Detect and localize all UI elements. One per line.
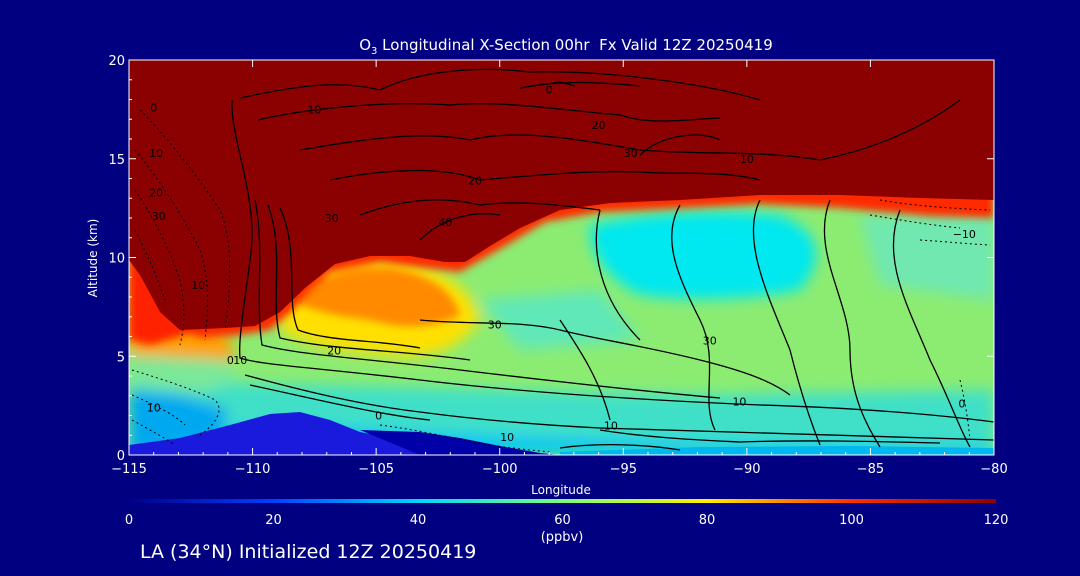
field-region-orange-core <box>290 267 460 327</box>
contour-label: 10 <box>147 402 161 415</box>
contour-line <box>231 99 994 423</box>
colorbar-tick-label: 60 <box>554 513 571 528</box>
field-region-stratosphere <box>129 60 994 330</box>
x-tick-label: −110 <box>235 462 271 477</box>
contour-label: 0 <box>958 398 965 411</box>
colorbar-units: (ppbv) <box>541 530 584 545</box>
contour-label: 30 <box>325 212 339 225</box>
contour-line <box>299 99 961 161</box>
contour-line <box>959 379 971 441</box>
x-tick-label: −115 <box>111 462 147 477</box>
contour-line <box>639 134 721 156</box>
contour-label: 20 <box>149 186 163 199</box>
contour-line <box>131 369 220 436</box>
contour-line <box>599 429 941 444</box>
contour-line <box>244 374 994 441</box>
contour-line <box>359 199 601 216</box>
initialization-caption: LA (34°N) Initialized 12Z 20250419 <box>140 541 477 563</box>
contour-line <box>419 319 791 396</box>
x-tick-label: −95 <box>610 462 637 477</box>
contour-line <box>257 103 721 122</box>
contour-label: 0 <box>150 101 157 114</box>
contour-label: 20 <box>327 344 341 357</box>
contour-line <box>249 384 431 421</box>
contour-label: 30 <box>488 319 502 332</box>
x-tick-label: −85 <box>857 462 884 477</box>
contour-line <box>595 209 641 341</box>
contour-line <box>419 213 501 241</box>
colorbar-tick-label: 120 <box>984 513 1009 528</box>
y-tick-label: 20 <box>108 54 125 69</box>
contour-line <box>559 444 681 451</box>
contour-label: 10 <box>732 396 746 409</box>
x-tick-label: −100 <box>482 462 518 477</box>
contour-label: 20 <box>468 174 482 187</box>
contour-label: 10 <box>307 103 321 116</box>
contour-line <box>869 214 961 229</box>
contour-line <box>131 394 186 426</box>
y-tick-label: 15 <box>108 153 125 168</box>
contour-label: 10 <box>149 147 163 160</box>
x-tick-label: −105 <box>358 462 394 477</box>
x-tick-label: −90 <box>733 462 760 477</box>
contour-line <box>279 207 421 349</box>
contour-label: 0 <box>227 354 234 367</box>
contour-line <box>134 229 166 301</box>
contour-line <box>254 199 721 399</box>
contour-label: 10 <box>191 279 205 292</box>
y-tick-label: 10 <box>108 252 125 267</box>
contour-line <box>134 149 208 341</box>
contour-label: 20 <box>592 119 606 132</box>
contour-label: −10 <box>953 228 976 241</box>
x-tick-label: −80 <box>980 462 1007 477</box>
x-axis-label: Longitude <box>531 483 591 497</box>
contour-line <box>559 319 611 421</box>
contour-line <box>752 199 821 446</box>
contour-line <box>892 209 971 448</box>
contour-label: 10 <box>233 354 247 367</box>
terrain-dark-band <box>360 430 560 455</box>
contour-label: 0 <box>546 84 553 97</box>
contour-line <box>139 109 231 331</box>
contour-line <box>879 199 991 211</box>
contour-line <box>131 419 176 446</box>
contour-label: 0 <box>375 410 382 423</box>
contour-label: 10 <box>740 153 754 166</box>
contour-label: 40 <box>438 216 452 229</box>
contour-line <box>671 204 716 431</box>
contour-label: 30 <box>152 210 166 223</box>
colorbar-tick-label: 0 <box>125 513 133 528</box>
contour-label: 10 <box>604 419 618 432</box>
contour-label: 30 <box>703 334 717 347</box>
y-axis-label: Altitude (km) <box>86 219 100 298</box>
contour-label: 30 <box>624 147 638 160</box>
chart-title: O3 Longitudinal X-Section 00hr Fx Valid … <box>359 36 773 57</box>
contour-line <box>329 169 761 181</box>
contour-line <box>239 68 761 101</box>
contour-line <box>823 199 881 448</box>
dotted-contours <box>131 109 991 453</box>
contour-line <box>379 424 551 453</box>
contour-line <box>134 189 185 346</box>
contour-label: 10 <box>500 431 514 444</box>
contour-line <box>267 204 471 361</box>
colorbar-tick-label: 20 <box>265 513 282 528</box>
field-region-cyan-pocket <box>590 211 816 299</box>
contour-line <box>519 81 576 89</box>
solid-contours <box>231 68 994 451</box>
y-tick-label: 0 <box>117 449 125 464</box>
colorbar-tick-label: 100 <box>839 513 864 528</box>
y-tick-label: 5 <box>117 350 125 365</box>
colorbar <box>129 499 996 503</box>
colorbar-ticks: 0 20 40 60 80 100 120 <box>125 513 1009 528</box>
colorbar-tick-label: 80 <box>699 513 716 528</box>
colorbar-tick-label: 40 <box>410 513 427 528</box>
